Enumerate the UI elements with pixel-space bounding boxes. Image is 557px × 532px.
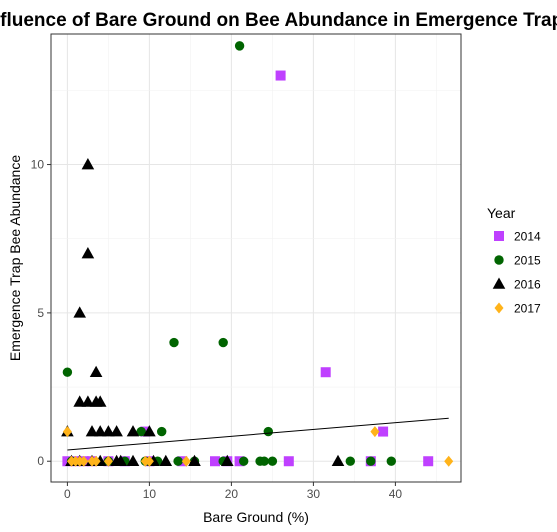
data-point-2016 (110, 425, 123, 437)
data-point-2014 (423, 456, 434, 467)
data-point-2016 (159, 454, 173, 467)
data-point-2016 (126, 425, 140, 437)
data-point-2017 (370, 426, 380, 438)
legend-label-2015: 2015 (514, 254, 541, 268)
data-point-2016 (85, 425, 99, 437)
data-point-2016 (73, 395, 86, 407)
data-point-2016 (93, 395, 107, 407)
data-point-2015 (263, 426, 273, 437)
trend-line (67, 417, 449, 451)
data-point-2016 (81, 247, 95, 259)
data-point-2015 (345, 456, 355, 466)
data-point-2014 (275, 70, 286, 81)
data-point-2015 (259, 456, 269, 466)
data-point-2015 (62, 367, 73, 377)
x-axis-title: Bare Ground (%) (203, 509, 309, 525)
x-tick-label: 40 (389, 487, 403, 501)
data-point-2014 (210, 456, 220, 467)
data-point-2015 (366, 456, 376, 466)
legend-key-2017 (494, 302, 504, 314)
data-point-2016 (81, 395, 95, 407)
data-point-2015 (386, 456, 396, 466)
x-tick-label: 20 (225, 487, 239, 501)
data-point-2016 (126, 454, 140, 467)
axis-ticks: 0 10 20 30 40 0 5 10 (31, 158, 403, 501)
data-point-2017 (91, 455, 101, 467)
data-point-2016 (331, 454, 345, 467)
x-tick-label: 10 (143, 487, 157, 501)
data-point-2015 (157, 426, 167, 437)
y-axis-title: Emergence Trap Bee Abundance (7, 155, 23, 361)
data-point-2015 (234, 41, 245, 51)
data-point-2016 (73, 306, 86, 318)
data-point-2016 (81, 158, 95, 170)
data-point-2014 (320, 367, 331, 378)
data-point-2017 (62, 426, 72, 438)
data-point-2015 (169, 337, 179, 348)
legend-title: Year (487, 205, 516, 221)
data-point-2015 (267, 456, 278, 466)
data-point-2014 (378, 426, 389, 437)
chart-title: Influence of Bare Ground on Bee Abundanc… (0, 10, 557, 31)
data-point-2016 (93, 425, 107, 437)
data-points (61, 41, 454, 467)
data-point-2016 (114, 454, 127, 467)
data-point-2017 (444, 455, 454, 467)
legend-key-2014 (494, 231, 504, 241)
y-tick-label: 0 (37, 454, 44, 468)
data-point-2017 (181, 455, 191, 467)
data-point-2014 (283, 456, 294, 467)
legend-label-2016: 2016 (514, 278, 541, 292)
data-point-2016 (188, 454, 201, 467)
legend-label-2017: 2017 (514, 302, 541, 316)
legend-key-2015 (494, 255, 504, 265)
plot-panel (50, 33, 462, 483)
data-point-2016 (89, 365, 103, 378)
data-point-2015 (239, 456, 249, 466)
data-point-2016 (143, 425, 156, 437)
data-point-2015 (218, 337, 228, 348)
data-point-2015 (173, 456, 183, 466)
legend: 2014 2015 2016 2017 (492, 230, 541, 316)
data-point-2015 (136, 426, 146, 437)
data-point-2017 (144, 455, 154, 467)
data-point-2016 (102, 425, 115, 437)
x-tick-label: 30 (307, 487, 321, 501)
data-point-2017 (103, 455, 113, 467)
x-tick-label: 0 (64, 487, 71, 501)
data-point-2017 (79, 455, 89, 467)
data-point-2016 (221, 454, 234, 467)
legend-label-2014: 2014 (514, 230, 541, 244)
legend-key-2016 (492, 277, 506, 289)
y-tick-label: 10 (31, 158, 45, 172)
y-tick-label: 5 (37, 306, 44, 320)
